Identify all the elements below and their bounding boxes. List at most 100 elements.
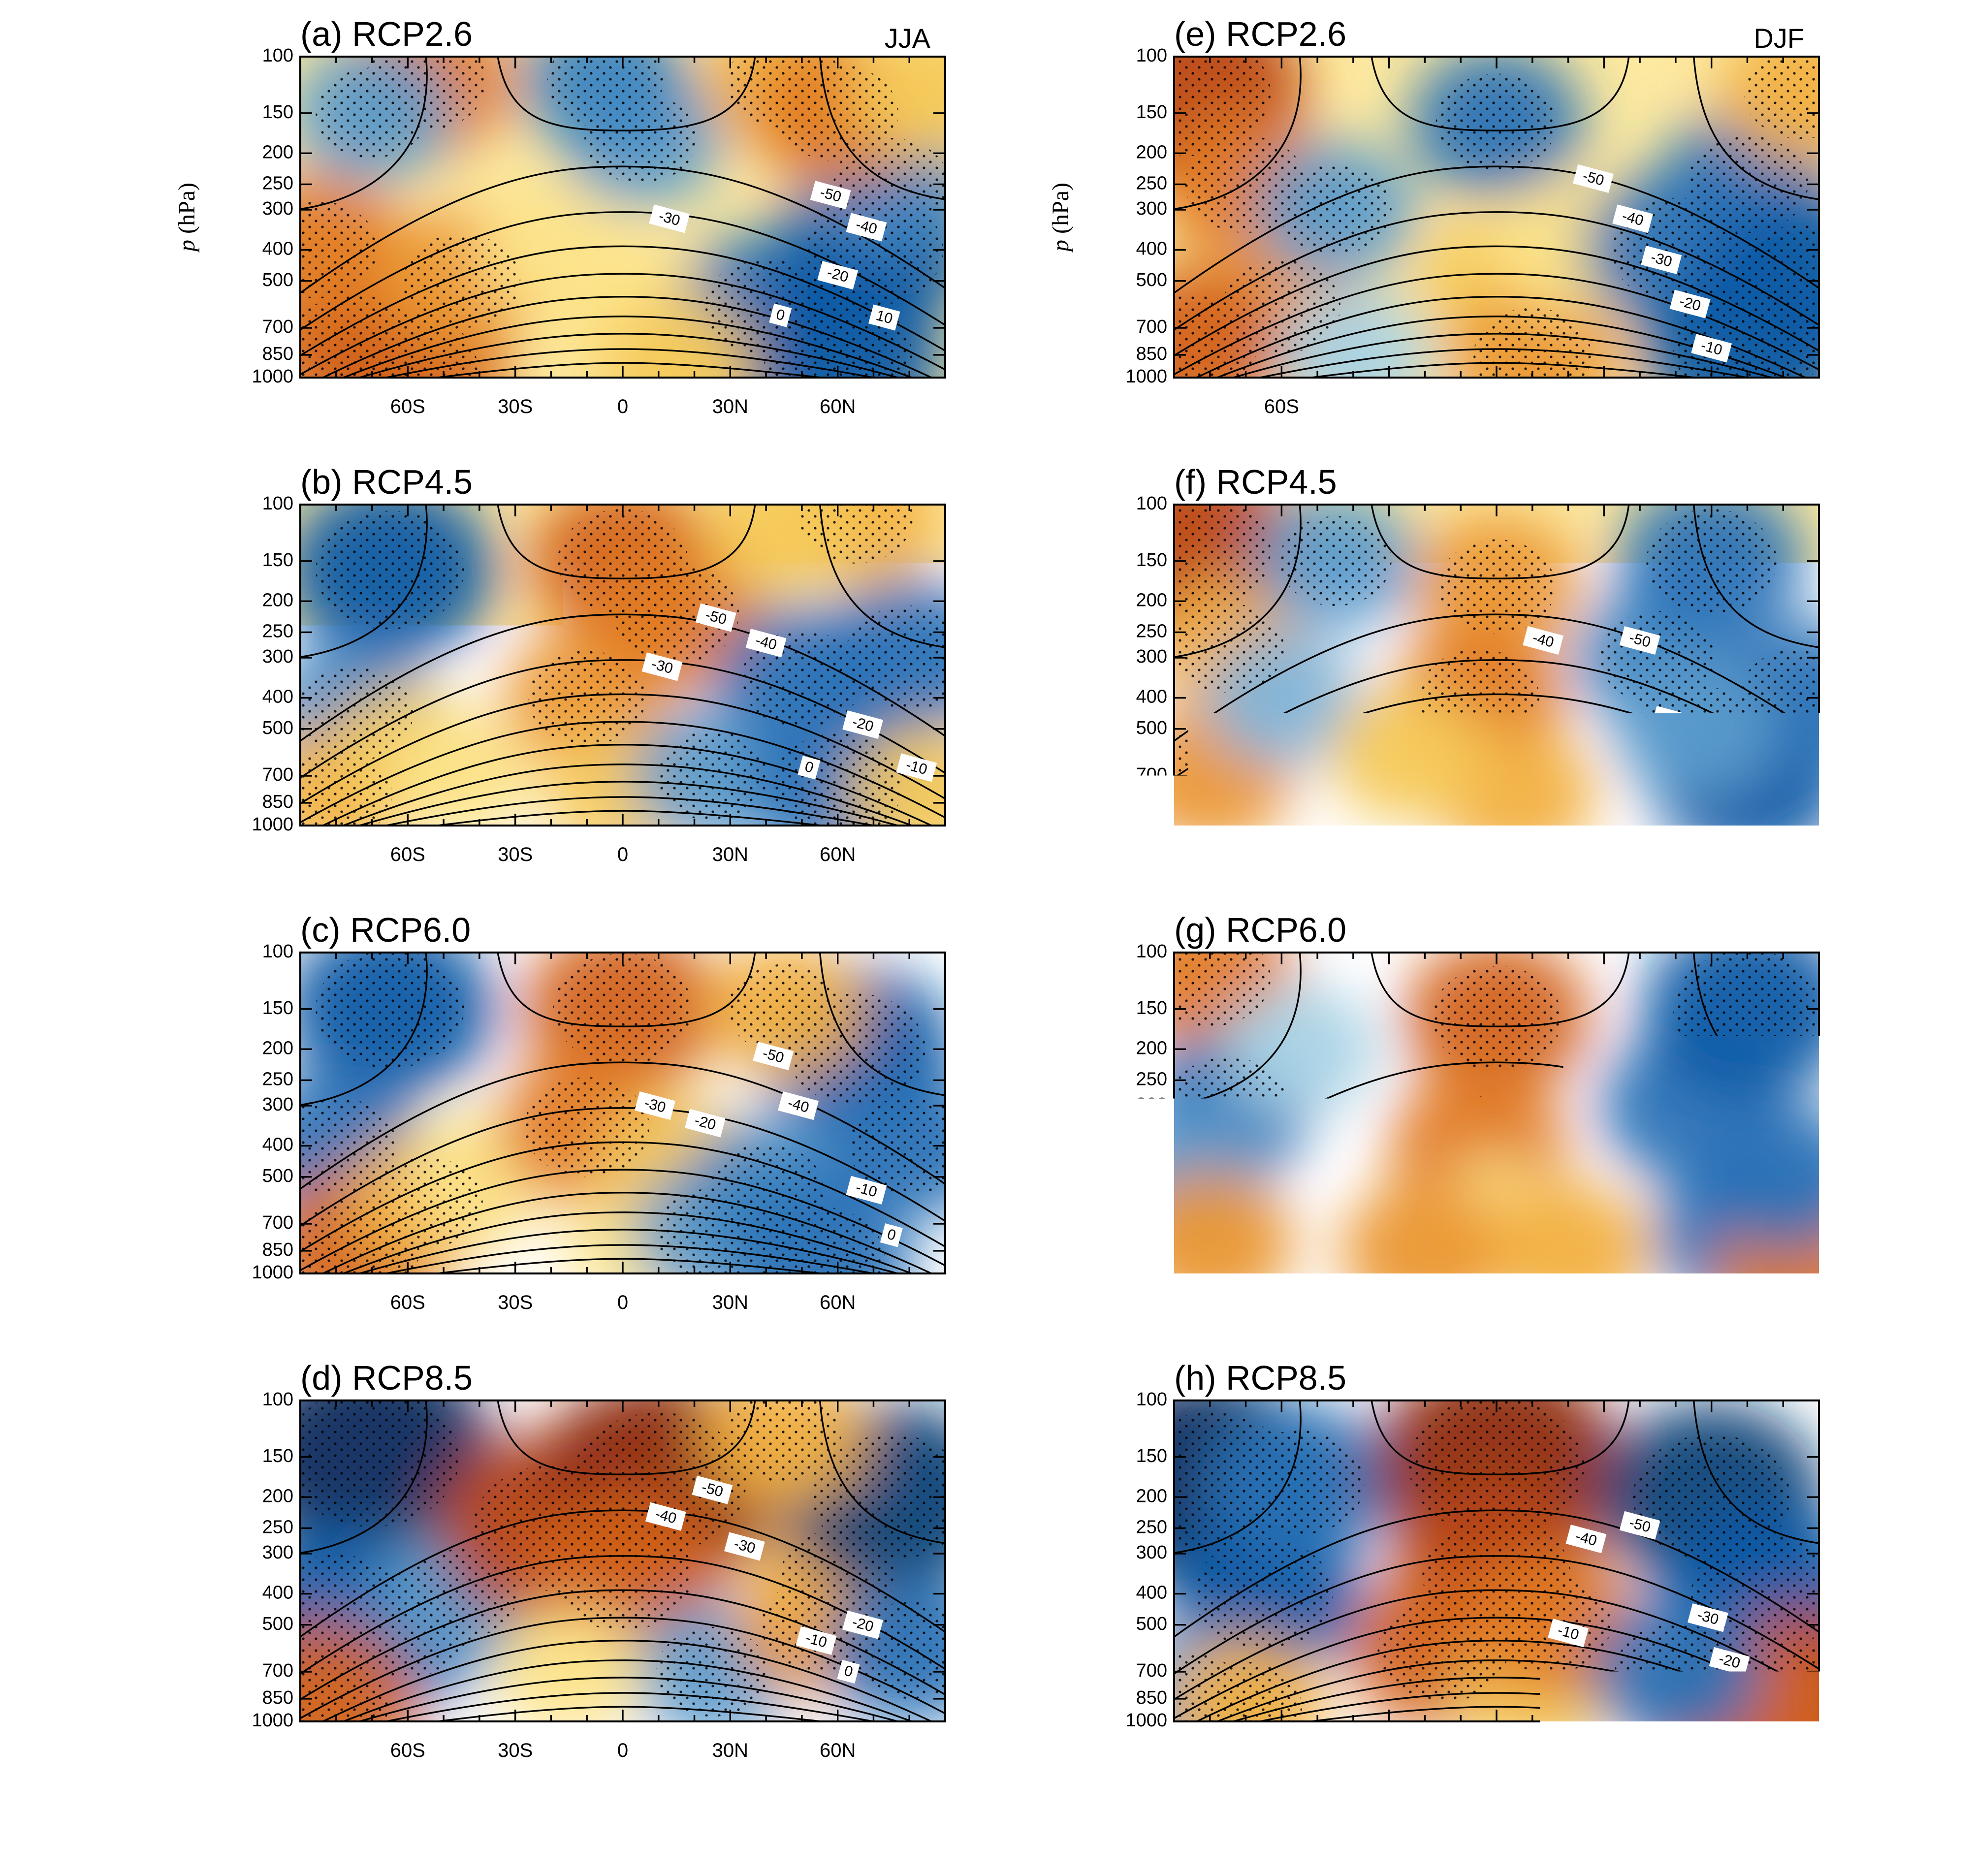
y-axis-label-var: p	[1048, 1578, 1074, 1597]
y-axis-label: p (hPa)	[1048, 183, 1074, 253]
panel-title: (c) RCP6.0	[300, 911, 471, 949]
y-tick-label: 100	[1136, 941, 1167, 962]
x-tick-label: 60S	[390, 1292, 425, 1313]
y-axis-label-unit: (hPa)	[174, 631, 200, 682]
y-tick-label: 700	[1136, 764, 1167, 785]
y-tick-label: 100	[262, 45, 293, 66]
y-tick-label: 400	[262, 239, 293, 259]
y-tick-label: 150	[262, 550, 293, 571]
y-axis-label: p (hPa)	[1048, 1079, 1074, 1149]
panel-plot-area: -50-40-30-20-100	[250, 919, 996, 1338]
y-axis-label-var: p	[1048, 682, 1074, 701]
stipple-region	[1740, 1218, 1861, 1315]
y-tick-label: 500	[1136, 270, 1167, 290]
x-tick-label: 60S	[1264, 844, 1299, 865]
colorbar-box	[731, 1806, 819, 1834]
y-tick-label: 300	[1136, 198, 1167, 219]
y-tick-label: 500	[1136, 1614, 1167, 1634]
x-tick-label: 0	[1491, 1740, 1502, 1761]
x-tick-label: 30N	[1586, 844, 1622, 865]
stipple-region	[369, 1157, 483, 1248]
x-tick-label: 30S	[498, 1292, 533, 1313]
y-tick-label: 400	[1136, 1583, 1167, 1603]
panel-plot-area: -50-40-30-200 -10	[256, 448, 1006, 864]
y-tick-label: 700	[262, 1660, 293, 1681]
y-tick-label: 700	[262, 764, 293, 785]
y-axis-label-var: p	[174, 1578, 200, 1597]
panel-plot-area: -40-50-30-20-10	[1112, 904, 1887, 1340]
x-tick-label: 30S	[1371, 844, 1406, 865]
stipple-region	[798, 472, 913, 563]
stipple-region	[547, 35, 663, 128]
x-tick-label: 60N	[820, 1740, 856, 1761]
x-tick-label: 60S	[1264, 1740, 1299, 1761]
y-tick-label: 850	[1136, 792, 1167, 812]
colorbar-box	[1523, 1806, 1611, 1834]
stipple-region	[656, 731, 768, 821]
x-tick-label: 60S	[390, 396, 425, 417]
y-tick-label: 400	[1136, 1135, 1167, 1155]
y-tick-label: 200	[262, 1486, 293, 1506]
y-tick-label: 100	[1136, 45, 1167, 66]
x-tick-label: 0	[1491, 844, 1502, 865]
stipple-region	[1739, 648, 1864, 748]
colorbar-box	[1435, 1806, 1523, 1834]
stipple-region	[656, 1627, 768, 1717]
y-tick-label: 200	[1136, 590, 1167, 610]
colorbar-unit: °C/10 a	[1753, 1840, 1833, 1869]
colorbar: -0.4 -0.3 -0.2 -0.1 -0.07 -0.05 -0.03 -0.01 0 0.0…	[290, 1806, 1833, 1870]
y-axis-label-var: p	[1048, 1130, 1074, 1149]
y-tick-label: 1000	[1125, 1710, 1167, 1731]
y-axis-label-unit: (hPa)	[1048, 1526, 1074, 1578]
y-tick-label: 700	[262, 317, 293, 337]
x-tick-label: 0	[617, 396, 628, 417]
colorbar-label: 0.1	[1502, 1837, 1543, 1870]
y-tick-label: 500	[262, 270, 293, 290]
panel-title: (e) RCP2.6	[1174, 15, 1346, 53]
colorbar-label: 0.02	[1142, 1837, 1200, 1870]
stipple-region	[1615, 1623, 1736, 1720]
stipple-region	[553, 1520, 693, 1631]
stipple-region	[727, 1392, 841, 1483]
stipple-region	[844, 605, 975, 710]
panel-f: -40 -50-30-20-101001502002503004005007008…	[1048, 456, 1890, 865]
y-tick-label: 300	[262, 646, 293, 667]
x-tick-label: 0	[617, 1292, 628, 1313]
y-tick-label: 400	[262, 1583, 293, 1603]
y-axis-label-var: p	[174, 234, 200, 253]
y-tick-label: 400	[262, 687, 293, 707]
y-axis-label: p (hPa)	[174, 183, 200, 253]
panel-e: -50-40-30-20-101001502002503004005007008…	[1048, 0, 1901, 437]
y-tick-label: 150	[1136, 1446, 1167, 1466]
stipple-region	[524, 1077, 649, 1177]
panel-g: -40-50-30-20-101001502002503004005007008…	[1048, 904, 1888, 1340]
y-tick-label: 1000	[1125, 814, 1167, 835]
panel-c: -50-40-30-20-100100150200250300400500700…	[174, 911, 996, 1338]
panel-h: -50-40-30-10-201001502002503004005007008…	[1048, 1359, 1913, 1802]
panel-plot-area: -50-40-30-200 10	[231, 8, 1006, 452]
y-tick-label: 200	[1136, 1486, 1167, 1506]
y-tick-label: 150	[262, 1446, 293, 1466]
colorbar-box	[554, 1806, 642, 1834]
y-tick-label: 200	[262, 142, 293, 162]
x-tick-label: 60N	[820, 396, 856, 417]
y-tick-label: 500	[1136, 718, 1167, 738]
y-tick-label: 850	[262, 1687, 293, 1708]
y-tick-label: 100	[1136, 1389, 1167, 1410]
x-tick-label: 0	[617, 844, 628, 865]
panel-title: (f) RCP4.5	[1174, 463, 1337, 501]
season-label: JJA	[885, 23, 931, 54]
y-tick-label: 850	[1136, 1687, 1167, 1708]
colorbar-box	[1083, 1806, 1171, 1834]
stipple-region	[1279, 165, 1391, 255]
x-tick-label: 30S	[498, 396, 533, 417]
stipple-region	[1628, 1053, 1759, 1158]
y-tick-label: 1000	[252, 814, 293, 835]
panel-title: (d) RCP8.5	[300, 1359, 473, 1397]
contour-note-text: CONTOUR FROM -70 TO 20 BY 10	[1543, 1771, 1780, 1787]
x-tick-label: 60N	[820, 844, 856, 865]
y-tick-label: 700	[1136, 1212, 1167, 1233]
y-tick-label: 500	[262, 1614, 293, 1634]
y-tick-label: 250	[262, 1069, 293, 1089]
